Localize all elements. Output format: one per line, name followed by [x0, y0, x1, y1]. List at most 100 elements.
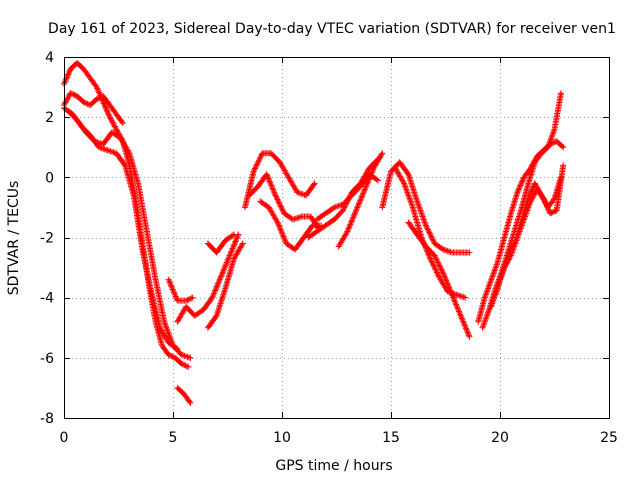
- data-point: [439, 269, 446, 276]
- series-arc-4: [65, 108, 194, 361]
- data-point: [281, 236, 288, 243]
- data-point: [277, 226, 284, 233]
- data-point: [253, 162, 260, 169]
- data-point: [169, 285, 176, 292]
- data-point: [505, 252, 512, 259]
- data-point: [278, 204, 285, 211]
- data-point: [107, 115, 114, 122]
- data-point: [509, 244, 516, 251]
- data-point: [434, 259, 441, 266]
- data-point: [349, 215, 356, 222]
- data-point: [433, 268, 440, 275]
- data-point: [184, 353, 191, 360]
- data-point: [450, 294, 457, 301]
- data-point: [426, 229, 433, 236]
- data-point: [560, 162, 567, 169]
- series-arc-7: [174, 231, 242, 325]
- data-point: [353, 206, 360, 213]
- data-point: [227, 249, 234, 256]
- data-point: [229, 245, 236, 252]
- data-point: [540, 196, 547, 203]
- data-point: [426, 252, 433, 259]
- data-point: [527, 191, 534, 198]
- data-point: [291, 215, 298, 222]
- data-point: [368, 169, 375, 176]
- data-point: [101, 146, 108, 153]
- data-point: [348, 218, 355, 225]
- data-point: [357, 197, 364, 204]
- data-point: [374, 177, 381, 184]
- y-tick-labels: -8 -6 -4 -2 0 2 4: [40, 50, 54, 427]
- data-point: [278, 229, 285, 236]
- data-point: [166, 278, 173, 285]
- data-point: [378, 151, 385, 158]
- data-point: [344, 227, 351, 234]
- y-tick-label: 2: [45, 110, 54, 126]
- data-point: [238, 241, 245, 248]
- data-point: [226, 252, 233, 259]
- data-point: [229, 232, 236, 239]
- data-point: [168, 353, 175, 360]
- data-point: [231, 239, 238, 246]
- data-point: [539, 195, 546, 202]
- data-point: [185, 354, 192, 361]
- data-point: [533, 183, 540, 190]
- series-arc-5: [165, 276, 196, 304]
- data-point: [526, 192, 533, 199]
- data-point: [211, 289, 218, 296]
- data-point: [559, 143, 566, 150]
- data-point: [444, 281, 451, 288]
- data-point: [448, 290, 455, 297]
- data-point: [456, 308, 463, 315]
- data-point: [212, 286, 219, 293]
- data-point: [215, 280, 222, 287]
- data-point: [210, 291, 217, 298]
- data-point: [266, 178, 273, 185]
- data-point: [254, 161, 261, 168]
- data-point: [273, 218, 280, 225]
- data-point: [528, 187, 535, 194]
- series-arc-12: [257, 198, 325, 253]
- data-point: [360, 190, 367, 197]
- data-point: [508, 247, 515, 254]
- data-point: [274, 219, 281, 226]
- data-point: [257, 154, 264, 161]
- data-point: [294, 214, 301, 221]
- data-point: [444, 248, 451, 255]
- data-point: [214, 282, 221, 289]
- data-point: [363, 183, 370, 190]
- data-point: [121, 161, 128, 168]
- data-point: [440, 272, 447, 279]
- data-point: [436, 262, 443, 269]
- data-point: [103, 107, 110, 114]
- data-point: [104, 110, 111, 117]
- data-point: [449, 291, 456, 298]
- data-point: [350, 214, 357, 221]
- data-point: [356, 199, 363, 206]
- data-point: [102, 104, 109, 111]
- data-point: [276, 225, 283, 232]
- data-point: [212, 287, 219, 294]
- data-point: [427, 255, 434, 262]
- data-point: [182, 362, 189, 369]
- data-point: [465, 330, 472, 337]
- data-point: [351, 210, 358, 217]
- series-arc-18: [405, 219, 473, 340]
- chart-title: Day 161 of 2023, Sidereal Day-to-day VTE…: [48, 21, 616, 37]
- data-point: [330, 205, 337, 212]
- data-point: [119, 120, 126, 127]
- data-point: [209, 294, 216, 301]
- data-point: [222, 262, 229, 269]
- data-point: [254, 159, 261, 166]
- data-point: [441, 247, 448, 254]
- data-point: [169, 353, 176, 360]
- data-point: [275, 199, 282, 206]
- data-point: [449, 293, 456, 300]
- data-point: [466, 333, 473, 340]
- data-point: [267, 181, 274, 188]
- data-point: [226, 253, 233, 260]
- data-point: [400, 178, 407, 185]
- data-point: [165, 351, 172, 358]
- data-point: [531, 180, 538, 187]
- data-point: [541, 197, 548, 204]
